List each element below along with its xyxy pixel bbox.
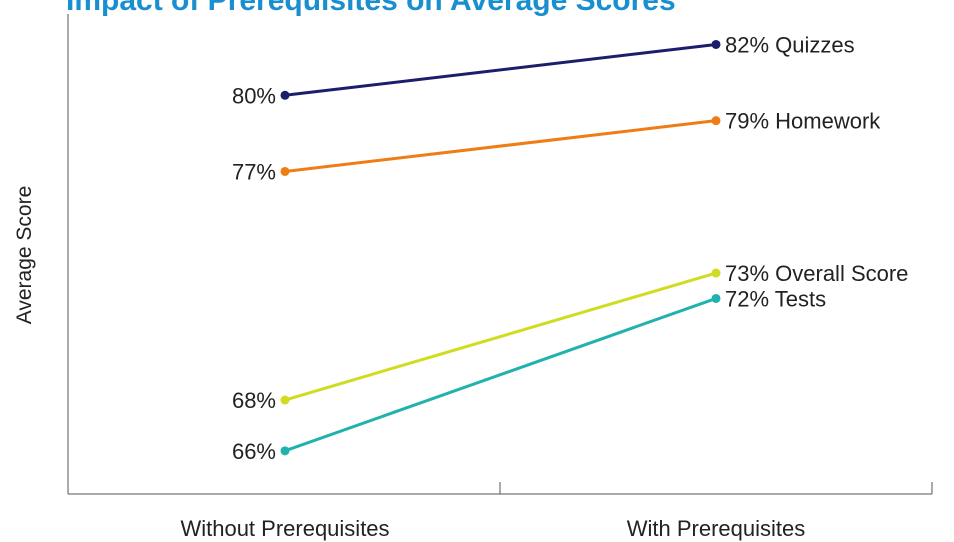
data-point-homework: [280, 166, 290, 176]
x-category-label: With Prerequisites: [627, 516, 806, 541]
page-title: Impact of Prerequisites on Average Score…: [66, 0, 676, 17]
end-value-label-quizzes: 82% Quizzes: [725, 32, 855, 57]
chart-labels: 80% 82% Quizzes 77% 79% Homework 68% 73% Over…: [232, 32, 908, 463]
data-point-quizzes: [280, 90, 290, 100]
series-line-homework: [284, 119, 717, 173]
data-point-homework: [711, 116, 721, 126]
data-point-tests: [711, 293, 721, 303]
y-axis-label: Average Score: [13, 186, 36, 325]
start-value-label-homework: 77%: [232, 159, 276, 184]
series-line-quizzes: [284, 42, 717, 97]
series-line-overall-score: [284, 271, 717, 402]
start-value-label-quizzes: 80%: [232, 83, 276, 108]
data-point-quizzes: [711, 39, 721, 49]
x-category-label: Without Prerequisites: [180, 516, 389, 541]
start-value-label-tests: 66%: [232, 439, 276, 464]
end-value-label-homework: 79% Homework: [725, 109, 881, 134]
data-point-overall-score: [711, 268, 721, 278]
data-point-tests: [280, 446, 290, 456]
end-value-label-overall-score: 73% Overall Score: [725, 261, 908, 286]
series-line-tests: [284, 297, 717, 453]
chart-series: [280, 39, 721, 456]
data-point-overall-score: [280, 395, 290, 405]
end-value-label-tests: 72% Tests: [725, 286, 826, 311]
start-value-label-overall-score: 68%: [232, 388, 276, 413]
chart-axes: Average Score Without Prerequisites With P…: [13, 14, 933, 541]
